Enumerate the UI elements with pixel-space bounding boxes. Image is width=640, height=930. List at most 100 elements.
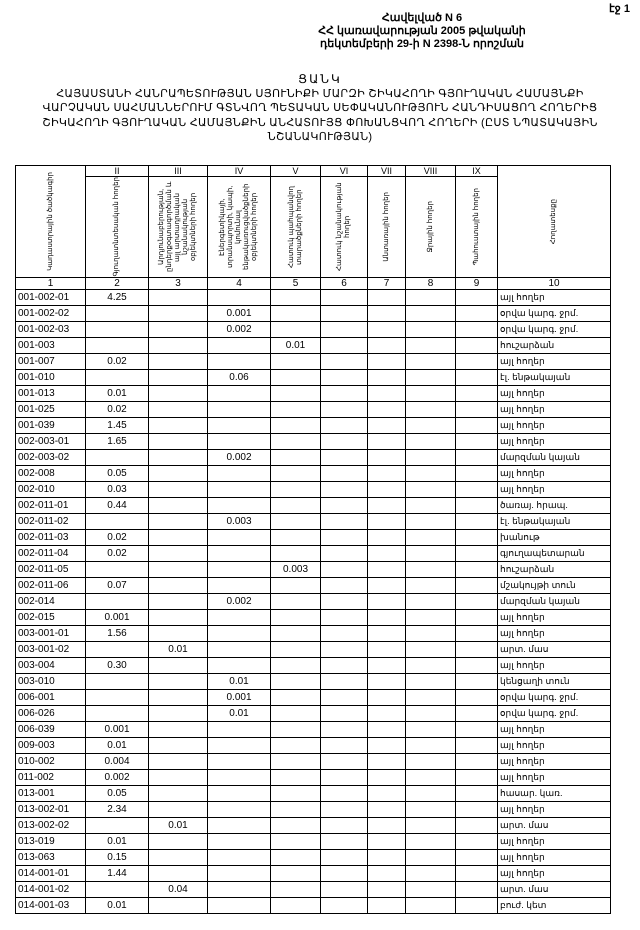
empty-cell bbox=[455, 609, 498, 626]
table-row: 002-003-02 0.002 մարզման կայան bbox=[15, 449, 611, 466]
value-cell bbox=[207, 769, 271, 786]
empty-cell bbox=[320, 401, 368, 418]
land-type: այլ հողեր bbox=[497, 801, 611, 818]
value-cell: 1.45 bbox=[85, 417, 149, 434]
table-row: 002-011-03 0.02 խանութ bbox=[15, 529, 611, 546]
empty-cell bbox=[320, 865, 368, 882]
land-type: արտ. մաս bbox=[497, 641, 611, 658]
land-type: մարզման կայան bbox=[497, 449, 611, 466]
cadastral-code: 014-001-03 bbox=[15, 897, 86, 914]
empty-cell bbox=[367, 785, 406, 802]
value-cell bbox=[207, 625, 271, 642]
empty-cell bbox=[455, 721, 498, 738]
value-cell bbox=[270, 497, 321, 514]
empty-cell bbox=[367, 433, 406, 450]
empty-cell bbox=[405, 689, 456, 706]
value-cell bbox=[148, 609, 208, 626]
empty-cell bbox=[320, 321, 368, 338]
table-row: 002-011-01 0.44 ծառայ. հրապ. bbox=[15, 497, 611, 514]
value-cell bbox=[270, 785, 321, 802]
cadastral-code: 010-002 bbox=[15, 753, 86, 770]
column-header: Գյուղատնտեսական հողեր bbox=[85, 176, 149, 278]
cadastral-code: 001-025 bbox=[15, 401, 86, 418]
empty-cell bbox=[405, 337, 456, 354]
empty-cell bbox=[320, 881, 368, 898]
cadastral-code: 001-013 bbox=[15, 385, 86, 402]
table-row: 014-001-03 0.01 բուժ. կետ bbox=[15, 897, 611, 914]
cadastral-code: 009-003 bbox=[15, 737, 86, 754]
table-row: 001-002-01 4.25 այլ հողեր bbox=[15, 289, 611, 306]
value-cell bbox=[148, 497, 208, 514]
value-cell bbox=[148, 737, 208, 754]
value-cell bbox=[207, 385, 271, 402]
land-type: էլ. ենթակայան bbox=[497, 513, 611, 530]
empty-cell bbox=[455, 353, 498, 370]
land-type: օրվա կարգ. ջրմ. bbox=[497, 689, 611, 706]
empty-cell bbox=[367, 545, 406, 562]
value-cell bbox=[270, 305, 321, 322]
empty-cell bbox=[455, 561, 498, 578]
value-cell bbox=[85, 705, 149, 722]
value-cell bbox=[207, 865, 271, 882]
value-cell bbox=[85, 561, 149, 578]
empty-cell bbox=[455, 769, 498, 786]
land-type: այլ հողեր bbox=[497, 625, 611, 642]
empty-cell bbox=[455, 465, 498, 482]
empty-cell bbox=[405, 865, 456, 882]
empty-cell bbox=[320, 705, 368, 722]
empty-cell bbox=[320, 769, 368, 786]
value-cell: 0.001 bbox=[85, 609, 149, 626]
empty-cell bbox=[405, 753, 456, 770]
empty-cell bbox=[405, 577, 456, 594]
empty-cell bbox=[367, 769, 406, 786]
column-header: Կադաստրային ծածկագիր bbox=[15, 165, 86, 278]
roman-numeral: VIII bbox=[405, 165, 456, 177]
empty-cell bbox=[367, 465, 406, 482]
value-cell bbox=[207, 641, 271, 658]
value-cell bbox=[270, 289, 321, 306]
roman-numeral: V bbox=[270, 165, 321, 177]
column-header-label: Ջրային հողեր bbox=[426, 201, 434, 253]
table-row: 013-002-02 0.01 արտ. մաս bbox=[15, 817, 611, 834]
empty-cell bbox=[455, 641, 498, 658]
empty-cell bbox=[320, 417, 368, 434]
column-number: 3 bbox=[148, 277, 208, 290]
land-type: այլ հողեր bbox=[497, 753, 611, 770]
value-cell: 0.44 bbox=[85, 497, 149, 514]
column-number: 6 bbox=[320, 277, 368, 290]
document-title-block: ՑԱՆԿ ՀԱՅԱՍՏԱՆԻ ՀԱՆՐԱՊԵՏՈՒԹՅԱՆ ՍՅՈՒՆԻՔԻ Մ… bbox=[30, 72, 610, 145]
empty-cell bbox=[455, 833, 498, 850]
empty-cell bbox=[405, 545, 456, 562]
value-cell: 0.002 bbox=[207, 321, 271, 338]
roman-numeral: IX bbox=[455, 165, 498, 177]
table-row: 006-001 0.001 օրվա կարգ. ջրմ. bbox=[15, 689, 611, 706]
cadastral-code: 014-001-02 bbox=[15, 881, 86, 898]
cadastral-code: 002-010 bbox=[15, 481, 86, 498]
value-cell: 4.25 bbox=[85, 289, 149, 306]
value-cell: 0.002 bbox=[85, 769, 149, 786]
table-row: 002-010 0.03 այլ հողեր bbox=[15, 481, 611, 498]
column-number: 7 bbox=[367, 277, 406, 290]
value-cell bbox=[270, 769, 321, 786]
empty-cell bbox=[320, 433, 368, 450]
value-cell bbox=[148, 481, 208, 498]
table-row: 013-002-01 2.34 այլ հողեր bbox=[15, 801, 611, 818]
annex-reference: Հավելված N 6 ՀՀ կառավարության 2005 թվակա… bbox=[272, 12, 572, 51]
value-cell bbox=[270, 753, 321, 770]
value-cell bbox=[270, 849, 321, 866]
value-cell bbox=[270, 465, 321, 482]
value-cell bbox=[148, 833, 208, 850]
value-cell bbox=[270, 689, 321, 706]
column-header-label: Հատուկ նշանակության հողեր bbox=[336, 182, 351, 272]
empty-cell bbox=[455, 529, 498, 546]
value-cell bbox=[270, 577, 321, 594]
value-cell bbox=[85, 305, 149, 322]
value-cell bbox=[207, 337, 271, 354]
empty-cell bbox=[455, 689, 498, 706]
empty-cell bbox=[320, 849, 368, 866]
empty-cell bbox=[405, 369, 456, 386]
value-cell bbox=[270, 353, 321, 370]
table-row: 002-003-01 1.65 այլ հողեր bbox=[15, 433, 611, 450]
land-type: այլ հողեր bbox=[497, 849, 611, 866]
empty-cell bbox=[405, 529, 456, 546]
